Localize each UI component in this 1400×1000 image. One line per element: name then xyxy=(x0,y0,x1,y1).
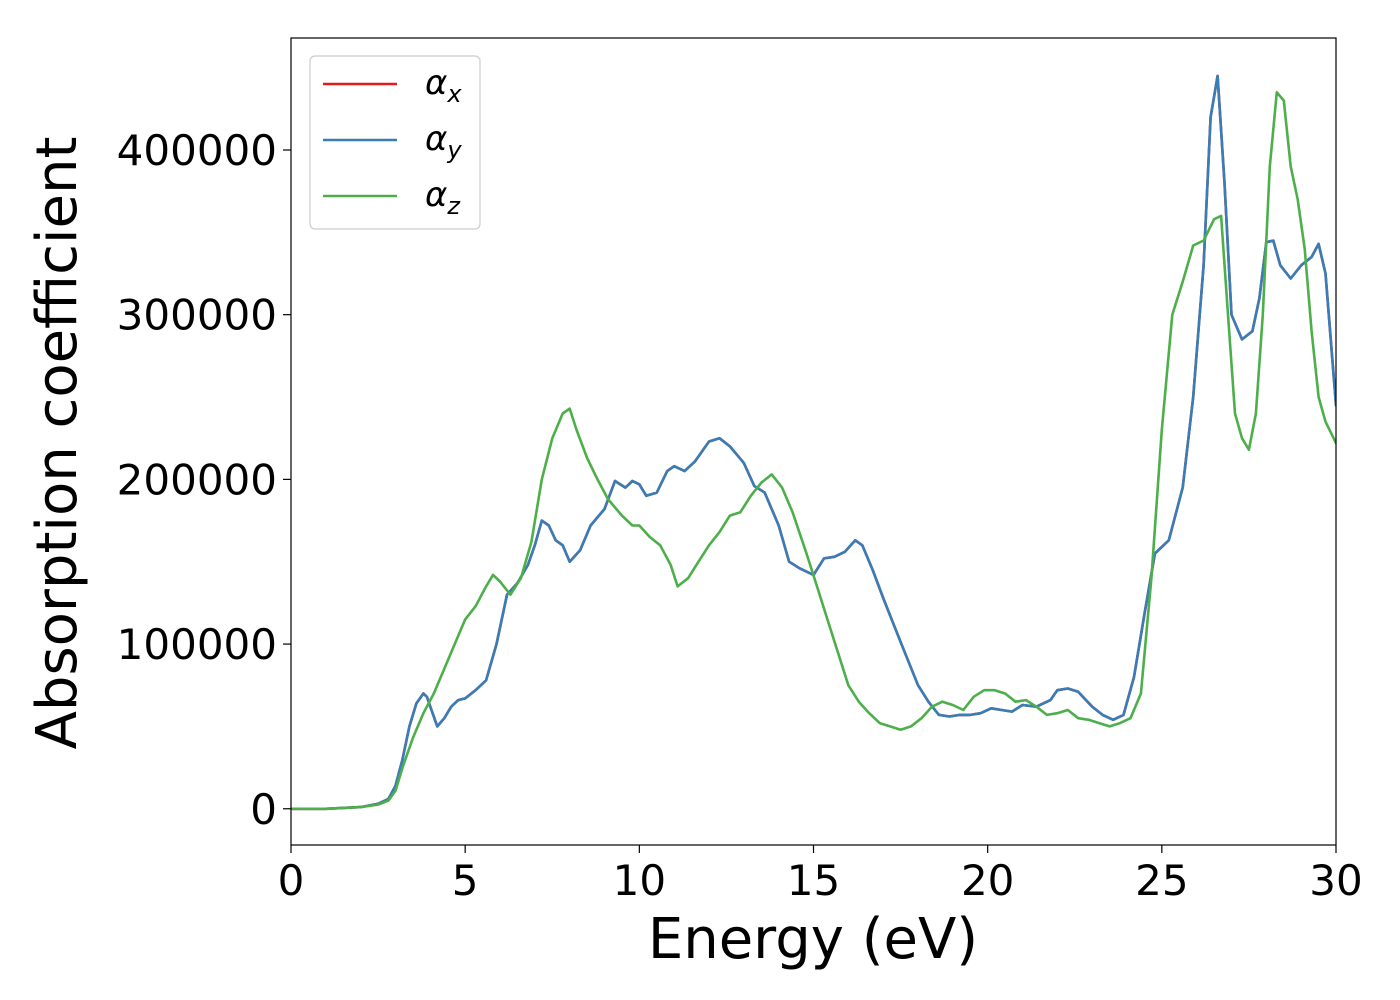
x-tick-label: 20 xyxy=(961,856,1014,905)
legend-label-y: αy xyxy=(425,119,462,164)
x-tick-label: 30 xyxy=(1309,856,1362,905)
x-tick-label: 10 xyxy=(613,856,666,905)
y-axis-label: Absorption coefficient xyxy=(25,137,90,750)
y-tick-label: 100000 xyxy=(117,620,277,669)
x-axis-label: Energy (eV) xyxy=(648,907,978,972)
series-line-z xyxy=(291,91,1336,811)
series-layer xyxy=(291,74,1336,811)
x-tick-label: 15 xyxy=(787,856,840,905)
x-tick-label: 25 xyxy=(1135,856,1188,905)
x-tick-label: 0 xyxy=(278,856,305,905)
y-tick-label: 0 xyxy=(250,785,277,834)
x-tick-label: 5 xyxy=(452,856,479,905)
y-tick-label: 300000 xyxy=(117,291,277,340)
legend-box xyxy=(309,55,481,230)
y-tick-label: 200000 xyxy=(117,455,277,504)
legend-label-x: αx xyxy=(425,63,462,108)
y-tick-label: 400000 xyxy=(117,126,277,175)
axes-layer: 0 5 10 15 20 25 30 0 100000 200000 300000 400000 xyxy=(117,37,1363,905)
